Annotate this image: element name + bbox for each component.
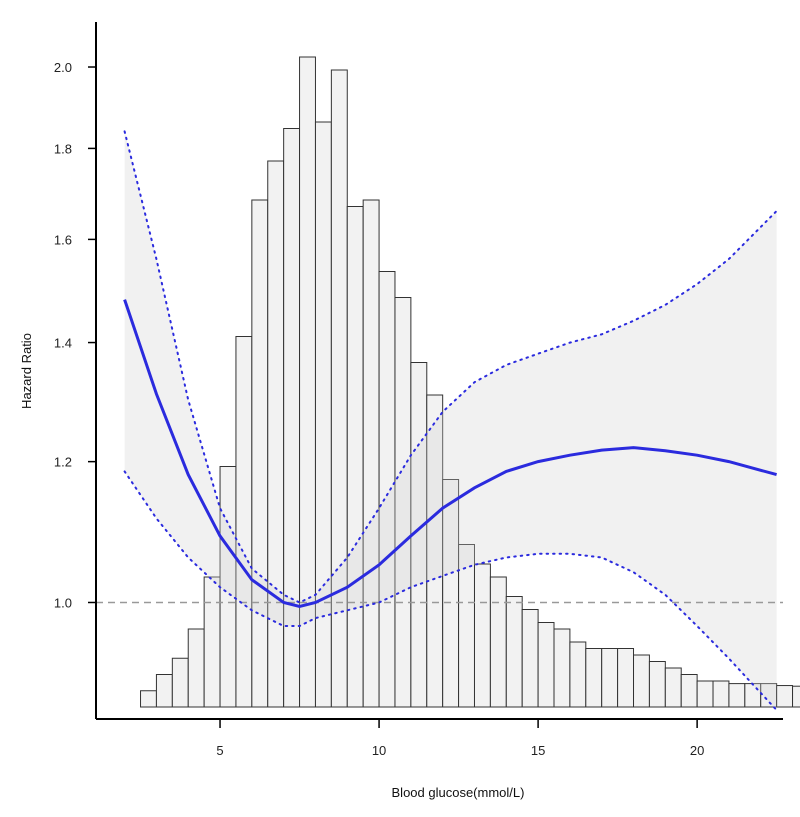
x-axis-ticks: 5 10 15 20 — [216, 719, 704, 758]
histogram-bar — [505, 596, 523, 708]
histogram-bar — [473, 563, 491, 708]
histogram-bar — [792, 685, 800, 708]
histogram-bar — [601, 648, 619, 708]
histogram-bar — [140, 690, 157, 708]
x-tick-label: 20 — [690, 743, 704, 758]
ci-upper-line — [123, 130, 778, 604]
histogram — [140, 56, 800, 708]
ci-lower-line — [123, 470, 778, 712]
y-tick-label: 1.0 — [54, 595, 72, 610]
histogram-bar — [251, 199, 269, 708]
histogram-bar — [696, 680, 714, 708]
x-tick-label: 5 — [216, 743, 223, 758]
y-tick-label: 1.8 — [54, 141, 72, 156]
y-tick-label: 1.6 — [54, 232, 72, 247]
histogram-bar — [553, 628, 571, 708]
histogram-bar — [617, 648, 635, 708]
histogram-bar — [680, 674, 698, 708]
histogram-bar — [235, 336, 253, 708]
histogram-bar — [537, 622, 555, 708]
y-axis-ticks: 1.0 1.2 1.4 1.6 1.8 2.0 — [54, 60, 96, 610]
confidence-band — [124, 131, 777, 711]
histogram-bar — [728, 683, 746, 708]
histogram-bar — [489, 576, 507, 708]
histogram-bar — [569, 641, 587, 708]
histogram-bar — [664, 667, 682, 708]
histogram-bar — [203, 576, 221, 708]
hazard-ratio-curve — [123, 299, 777, 608]
histogram-bar — [362, 199, 380, 708]
y-tick-label: 1.4 — [54, 336, 72, 351]
histogram-bar — [155, 674, 173, 708]
y-tick-label: 2.0 — [54, 60, 72, 75]
histogram-bar — [521, 609, 539, 708]
histogram-bar — [585, 648, 603, 708]
histogram-bar — [171, 657, 189, 708]
y-tick-label: 1.2 — [54, 455, 72, 470]
histogram-bar — [648, 661, 666, 708]
histogram-bar — [712, 680, 730, 708]
y-axis-title: Hazard Ratio — [19, 333, 34, 409]
x-axis-title: Blood glucose(mmol/L) — [392, 785, 525, 800]
x-tick-label: 10 — [372, 743, 386, 758]
x-tick-label: 15 — [531, 743, 545, 758]
histogram-bar — [776, 685, 794, 708]
histogram-bar — [314, 121, 332, 708]
histogram-bar — [633, 654, 650, 708]
histogram-bar — [187, 628, 205, 708]
histogram-bar — [346, 206, 364, 708]
